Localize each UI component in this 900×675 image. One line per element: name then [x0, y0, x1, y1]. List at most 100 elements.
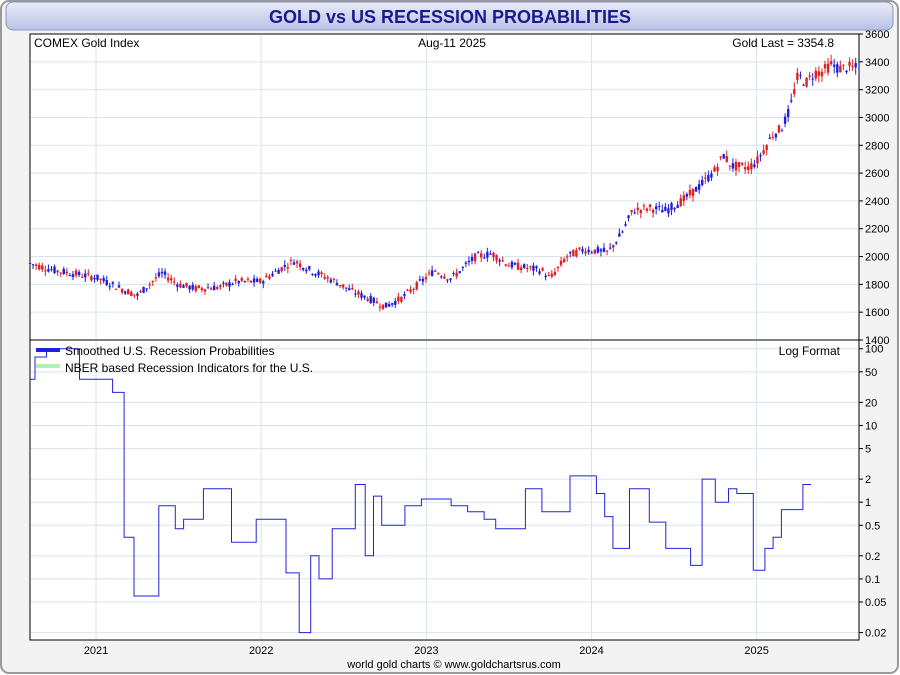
gold-candle-body — [105, 280, 108, 286]
gold-candle-body — [581, 248, 584, 252]
gold-candle-body — [661, 209, 664, 213]
gold-candle-body — [357, 291, 360, 295]
gold-candle-body — [682, 195, 686, 201]
gold-candle-body — [737, 162, 741, 168]
gold-candle-body — [636, 207, 639, 210]
gold-candle-body — [510, 261, 514, 268]
gold-candle-body — [596, 247, 600, 253]
gold-candle-body — [676, 205, 679, 209]
gold-candle-body — [160, 271, 164, 274]
gold-candle-body — [246, 279, 250, 281]
gold-candle-body — [516, 262, 520, 270]
recession-y-tick-label: 5 — [865, 444, 871, 456]
gold-candle-body — [716, 166, 719, 171]
gold-candle-body — [753, 164, 756, 168]
gold-candle-body — [458, 271, 461, 273]
gold-candle-body — [612, 245, 615, 248]
log-format-label: Log Format — [779, 344, 841, 358]
gold-y-tick-label: 1400 — [865, 335, 889, 347]
gold-candle-body — [145, 288, 148, 290]
gold-candle-body — [535, 266, 538, 269]
gold-candle-body — [84, 273, 87, 278]
gold-candle-body — [492, 252, 495, 258]
gold-y-tick-label: 2000 — [865, 252, 889, 264]
gold-candle-body — [814, 70, 817, 79]
gold-candle-body — [590, 252, 593, 254]
gold-candle-body — [654, 206, 658, 210]
gold-candle-body — [400, 296, 403, 302]
gold-candle-body — [354, 293, 357, 295]
gold-candle-body — [762, 150, 765, 154]
gold-candle-body — [123, 291, 127, 294]
gold-candle-body — [200, 288, 204, 291]
gold-candle-body — [255, 278, 259, 282]
gold-candle-body — [697, 184, 701, 190]
gold-candle-body — [326, 277, 329, 279]
gold-candle-body — [848, 61, 851, 66]
gold-candle-body — [421, 278, 425, 282]
gold-candle-body — [65, 271, 69, 274]
gold-candle-body — [446, 279, 449, 281]
gold-candle-body — [289, 259, 293, 261]
gold-candle-body — [234, 278, 237, 281]
gold-candle-body — [409, 289, 412, 293]
gold-date-label: Aug-11 2025 — [418, 36, 486, 50]
gold-candle-body — [842, 64, 845, 66]
gold-candle-body — [415, 282, 418, 290]
gold-y-tick-label: 1600 — [865, 307, 889, 319]
gold-candle-body — [565, 256, 569, 258]
gold-candle-body — [630, 210, 633, 213]
gold-candle-body — [642, 205, 646, 207]
gold-candle-body — [277, 270, 280, 274]
gold-candle-body — [495, 255, 498, 261]
gold-candle-body — [369, 295, 372, 303]
gold-candle-body — [829, 61, 833, 65]
gold-candle-body — [845, 70, 848, 73]
gold-candle-body — [621, 231, 624, 233]
gold-candle-body — [360, 293, 363, 298]
gold-y-axis: 1400 1600 1800 2000 2200 2400 2600 2800 3000 3200… — [859, 29, 889, 347]
gold-candle-body — [670, 203, 673, 211]
gold-candle-body — [56, 270, 59, 273]
gold-candle-body — [222, 282, 225, 284]
gold-y-tick-label: 3600 — [865, 29, 889, 41]
gold-candle-body — [151, 280, 154, 282]
gold-candle-body — [624, 224, 627, 226]
gold-candle-body — [34, 264, 38, 266]
gold-candle-body — [538, 271, 541, 274]
gold-candle-body — [747, 166, 750, 171]
gold-candle-body — [430, 270, 434, 277]
gold-candle-body — [679, 198, 682, 206]
gold-candle-body — [777, 125, 781, 133]
gold-candle-body — [206, 287, 210, 289]
gold-candle-body — [480, 253, 483, 258]
x-tick-label: 2022 — [249, 645, 273, 657]
recession-y-tick-label: 2 — [865, 474, 871, 486]
gold-candle-body — [470, 257, 474, 261]
gold-panel-title: COMEX Gold Index — [34, 36, 139, 50]
chart-title: GOLD vs US RECESSION PROBABILITIES — [269, 7, 631, 27]
gold-candle-body — [811, 78, 814, 80]
gold-candle-body — [526, 267, 529, 269]
gold-candle-body — [403, 293, 406, 296]
gold-candle-body — [142, 286, 145, 293]
gold-candle-body — [28, 263, 32, 265]
gold-candle-body — [237, 280, 240, 284]
x-tick-label: 2024 — [579, 645, 603, 657]
gold-candle-body — [664, 206, 667, 211]
gold-candle-body — [418, 279, 422, 281]
gold-candle-body — [541, 268, 544, 271]
gold-candle-body — [38, 264, 41, 270]
gold-candle-body — [228, 282, 231, 287]
gold-candle-body — [298, 263, 302, 267]
gold-candle-body — [120, 289, 124, 293]
recession-y-tick-label: 0.5 — [865, 520, 880, 532]
gold-candle-body — [440, 276, 443, 278]
gold-candle-body — [252, 278, 256, 283]
gold-candle-body — [651, 209, 655, 213]
gold-candle-body — [719, 156, 722, 158]
x-tick-label: 2025 — [744, 645, 768, 657]
gold-candle-body — [154, 277, 158, 279]
gold-candle-body — [391, 303, 394, 305]
